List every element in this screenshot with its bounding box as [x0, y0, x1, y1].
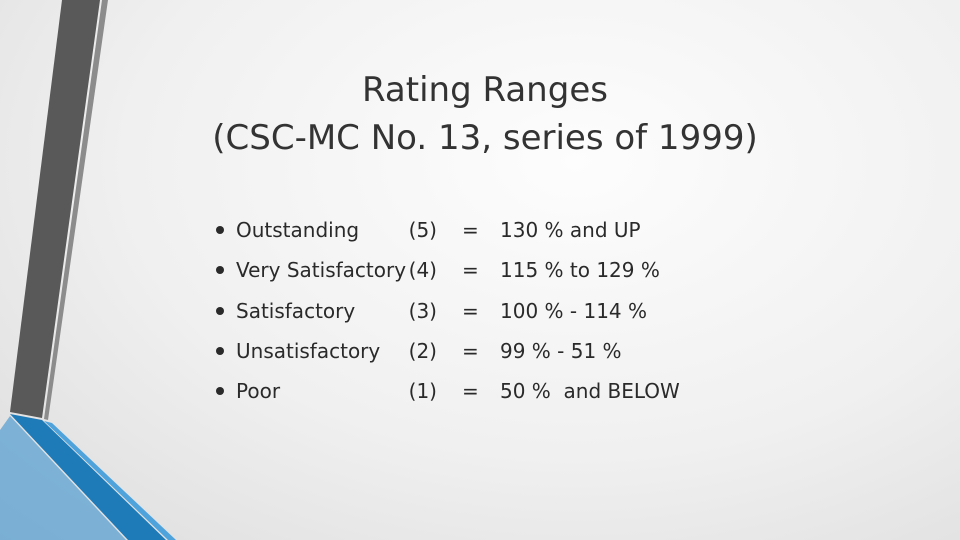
rating-range: 115 % to 129 %: [500, 258, 660, 282]
rating-label: Unsatisfactory: [236, 339, 381, 363]
bullet: [212, 296, 228, 326]
rating-rank: (4): [408, 258, 437, 282]
rating-label: Very Satisfactory: [236, 258, 407, 282]
rating-rank: (5): [408, 218, 437, 242]
title-line: Rating Ranges: [362, 70, 608, 110]
blue-shade: [0, 416, 126, 540]
rating-sep: =: [462, 339, 479, 363]
rating-label: Satisfactory: [236, 299, 356, 323]
rating-rank: (3): [408, 299, 437, 323]
rating-row: Outstanding (5) = 130 % and UP: [0, 215, 960, 245]
rating-range: 100 % - 114 %: [500, 299, 648, 323]
bullet: [212, 215, 228, 245]
rating-range: 99 % - 51 %: [500, 339, 622, 363]
rating-sep: =: [462, 379, 479, 403]
rating-row: Unsatisfactory (2) = 99 % - 51 %: [0, 336, 960, 366]
rating-sep: =: [462, 218, 479, 242]
rating-sep: =: [462, 299, 479, 323]
gray-band: [10, 0, 100, 418]
blue-band: [10, 414, 166, 540]
rating-row: Satisfactory (3) = 100 % - 114 %: [0, 296, 960, 326]
rating-row: Poor (1) = 50 % and BELOW: [0, 376, 960, 406]
rating-label: Poor: [236, 379, 281, 403]
rating-sep: =: [462, 258, 479, 282]
title-line: (CSC-MC No. 13, series of 1999): [212, 118, 758, 158]
rating-rank: (2): [408, 339, 437, 363]
gray-line: [44, 0, 108, 420]
blue-line: [44, 421, 176, 540]
bullet: [212, 255, 228, 285]
rating-range: 50 % and BELOW: [500, 379, 680, 403]
rating-range: 130 % and UP: [500, 218, 641, 242]
bullet: [212, 336, 228, 366]
rating-label: Outstanding: [236, 218, 360, 242]
rating-rank: (1): [408, 379, 437, 403]
rating-row: Very Satisfactory (4) = 115 % to 129 %: [0, 255, 960, 285]
bullet: [212, 376, 228, 406]
